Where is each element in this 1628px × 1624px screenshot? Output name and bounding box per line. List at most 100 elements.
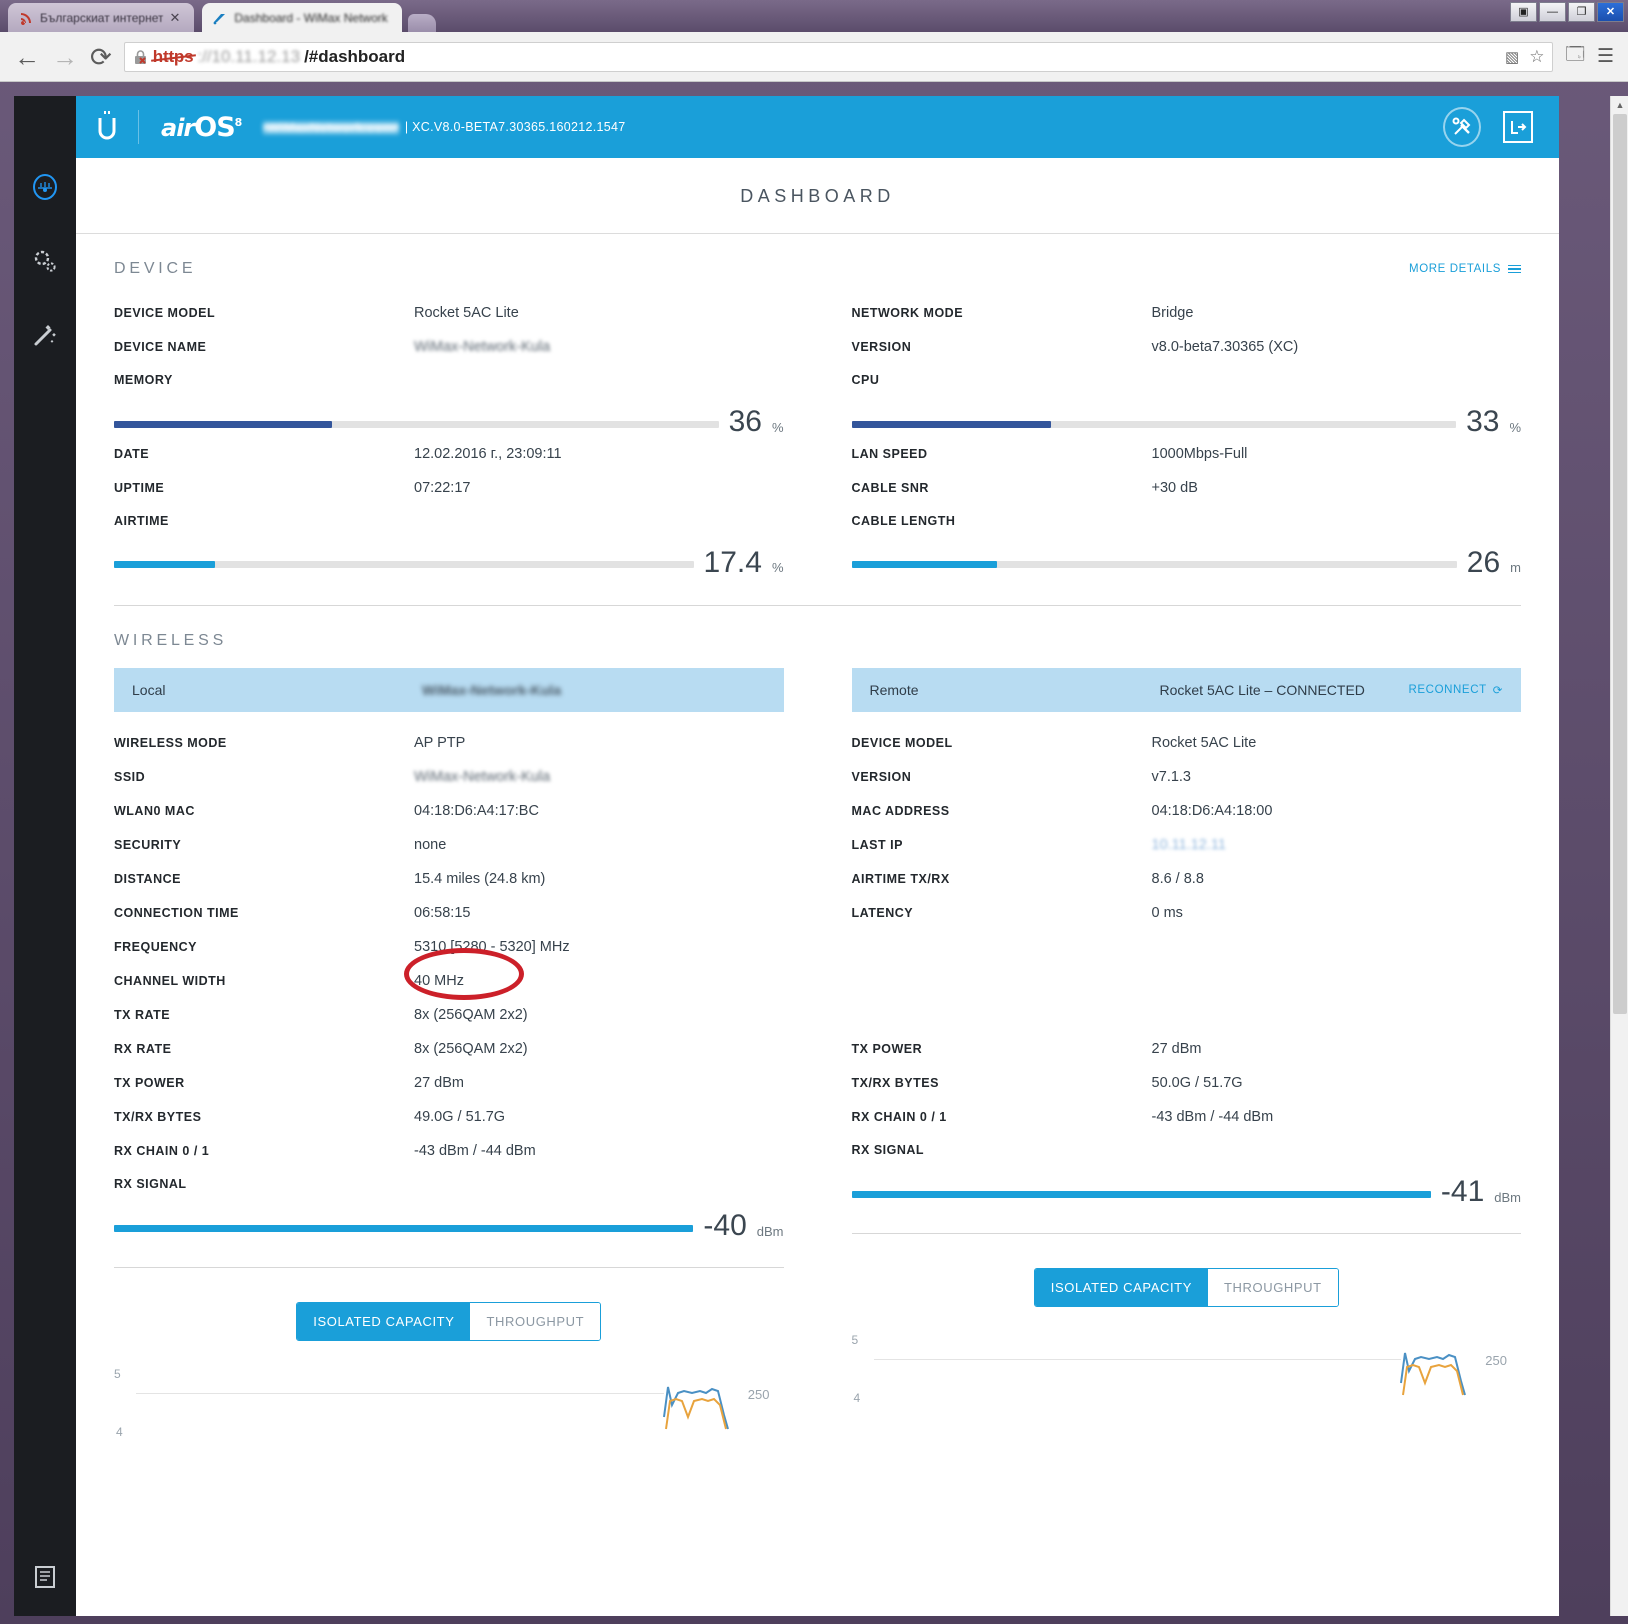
table-row: AIRTIME TX/RX 8.6 / 8.8: [852, 862, 1522, 896]
row-value: AP PTP: [414, 735, 466, 751]
tab-isolated-capacity[interactable]: ISOLATED CAPACITY: [1034, 1268, 1208, 1306]
tab-strip: Българскиат интернет ✕ Dashboard - WiMax…: [0, 0, 436, 32]
row-value: Bridge: [1151, 305, 1194, 321]
back-icon[interactable]: ←: [14, 41, 40, 72]
row-label: AIRTIME TX/RX: [851, 872, 950, 886]
new-tab-button[interactable]: [407, 14, 436, 32]
meter-value: 36: [728, 405, 762, 438]
row-label: TX POWER: [114, 1076, 185, 1090]
local-rows: WIRELESS MODE AP PTP SSID WiMax-Network-Ku…: [114, 712, 784, 1457]
browser-titlebar: Българскиат интернет ✕ Dashboard - WiMax…: [0, 0, 1628, 32]
local-header: Local WiMax-Network-Kula: [114, 668, 784, 712]
remote-chart-divider: [851, 1232, 1521, 1234]
chart-right-value: 250: [747, 1386, 770, 1402]
reconnect-button[interactable]: RECONNECT ⟳: [1408, 684, 1503, 697]
row-label: VERSION: [851, 340, 912, 354]
row-label: VERSION: [851, 770, 912, 784]
meter-value: 26: [1466, 545, 1501, 579]
device-columns: DEVICE MODEL Rocket 5AC Lite DEVICE NAME…: [114, 296, 1521, 577]
sidebar-item-dashboard[interactable]: [28, 170, 62, 204]
reload-icon[interactable]: ⟳: [90, 41, 112, 72]
list-icon: [1508, 264, 1521, 274]
plugin-icon[interactable]: 🗔: [1565, 43, 1585, 64]
menu-icon[interactable]: ☰: [1596, 46, 1614, 67]
sidebar-item-settings[interactable]: [28, 244, 62, 278]
table-row: TX POWER 27 dBm: [852, 1032, 1522, 1066]
airos-wordmark: airOS8: [161, 111, 243, 143]
tab-title: Dashboard - WiMax Network: [234, 10, 388, 25]
tab-isolated-capacity[interactable]: ISOLATED CAPACITY: [297, 1302, 471, 1340]
remote-rx-signal-meter: RX SIGNAL -41 dBm: [851, 1134, 1521, 1207]
table-row: MAC ADDRESS 04:18:D6:A4:18:00: [852, 794, 1522, 828]
device-left-column: DEVICE MODEL Rocket 5AC Lite DEVICE NAME…: [114, 296, 818, 577]
tab-close-icon[interactable]: ✕: [169, 9, 181, 25]
ubiquiti-logo-icon: [76, 109, 138, 145]
remote-rows: DEVICE MODEL Rocket 5AC Lite VERSION v7.1.…: [851, 712, 1522, 1423]
meter-fill: [851, 1190, 1431, 1198]
app-header: airOS8 WiMaxNetwork.com | XC.V8.0-BETA7.…: [76, 96, 1559, 158]
address-bar[interactable]: https ://10.11.12.13 /#dashboard ▧ ☆: [123, 41, 1554, 72]
row-label: LAN SPEED: [851, 446, 928, 461]
tools-icon[interactable]: [1443, 107, 1481, 147]
restore-down-button[interactable]: ▣: [1510, 2, 1537, 22]
more-details-link[interactable]: MORE DETAILS: [1409, 263, 1521, 275]
wireless-remote-column: Remote Rocket 5AC Lite – CONNECTED RECON…: [818, 668, 1522, 1457]
airos-brand: airOS8 WiMaxNetwork.com | XC.V8.0-BETA7.…: [138, 110, 626, 144]
row-label: LATENCY: [851, 906, 914, 920]
bookmark-star-icon[interactable]: ☆: [1529, 46, 1545, 66]
meter-unit: %: [771, 560, 784, 575]
logout-icon[interactable]: [1503, 111, 1533, 143]
airos-version-sup: 8: [234, 115, 243, 129]
row-value[interactable]: 10.11.12.11: [1151, 837, 1226, 853]
maximize-button[interactable]: ❐: [1568, 2, 1595, 22]
tab-throughput[interactable]: THROUGHPUT: [470, 1302, 601, 1340]
sidebar-item-logs[interactable]: [28, 1560, 62, 1594]
table-row: DEVICE MODEL Rocket 5AC Lite: [114, 296, 784, 330]
scroll-up-icon[interactable]: ▲: [1611, 96, 1628, 114]
row-label: WIRELESS MODE: [114, 736, 227, 750]
tab-throughput[interactable]: THROUGHPUT: [1207, 1268, 1338, 1306]
table-row: DATE 12.02.2016 г., 23:09:11: [114, 437, 784, 471]
chart-ytick-bottom: 4: [116, 1424, 123, 1439]
row-value: 04:18:D6:A4:17:BC: [414, 803, 539, 819]
airos-os: OS: [194, 111, 235, 143]
meter-label: CABLE LENGTH: [851, 513, 956, 528]
meter-fill: [114, 1224, 694, 1232]
memory-meter: MEMORY 36 %: [114, 364, 784, 437]
browser-tab-2[interactable]: Dashboard - WiMax Network: [202, 3, 402, 32]
row-label: DISTANCE: [114, 872, 181, 886]
close-button[interactable]: ✕: [1597, 2, 1624, 22]
app-viewport: airOS8 WiMaxNetwork.com | XC.V8.0-BETA7.…: [14, 96, 1559, 1616]
chart-gridline: [873, 1358, 1401, 1360]
table-row: LAST IP 10.11.12.11: [852, 828, 1522, 862]
local-chart-divider: [114, 1266, 784, 1268]
row-value: 5310 [5280 - 5320] MHz: [414, 939, 570, 955]
meter-value: 33: [1466, 405, 1500, 438]
table-row: TX POWER 27 dBm: [114, 1066, 784, 1100]
local-chart-tabs: ISOLATED CAPACITY THROUGHPUT: [114, 1268, 784, 1341]
table-row: DISTANCE 15.4 miles (24.8 km): [114, 862, 784, 896]
row-value: Rocket 5AC Lite: [1151, 735, 1257, 751]
row-label: FREQUENCY: [114, 940, 197, 954]
sidebar-item-tools[interactable]: [28, 318, 62, 352]
page-title: DASHBOARD: [76, 158, 1559, 234]
meter-fill: [114, 561, 215, 568]
browser-tab-1[interactable]: Българскиат интернет ✕: [8, 3, 195, 32]
hostname-redacted: WiMaxNetwork.com: [263, 119, 399, 135]
scroll-thumb[interactable]: [1613, 114, 1627, 1014]
row-value: Rocket 5AC Lite: [414, 305, 519, 321]
meter-label: CPU: [851, 373, 880, 387]
table-row: SSID WiMax-Network-Kula: [114, 760, 784, 794]
row-value: 49.0G / 51.7G: [414, 1109, 506, 1125]
wireless-local-column: Local WiMax-Network-Kula WIRELESS MODE AP…: [114, 668, 818, 1457]
minimize-button[interactable]: —: [1539, 2, 1566, 22]
page-scrollbar[interactable]: ▲: [1610, 96, 1628, 1616]
chart-ytick-bottom: 4: [853, 1390, 861, 1405]
local-header-value: WiMax-Network-Kula: [422, 682, 562, 698]
table-row: DEVICE NAME WiMax-Network-Kula: [114, 330, 784, 364]
meter-label: MEMORY: [114, 373, 173, 387]
table-row: VERSION v7.1.3: [852, 760, 1522, 794]
extension-icon[interactable]: ▧: [1505, 48, 1520, 66]
row-label: DEVICE MODEL: [851, 736, 953, 750]
chart-ytick-top: 5: [851, 1332, 859, 1347]
